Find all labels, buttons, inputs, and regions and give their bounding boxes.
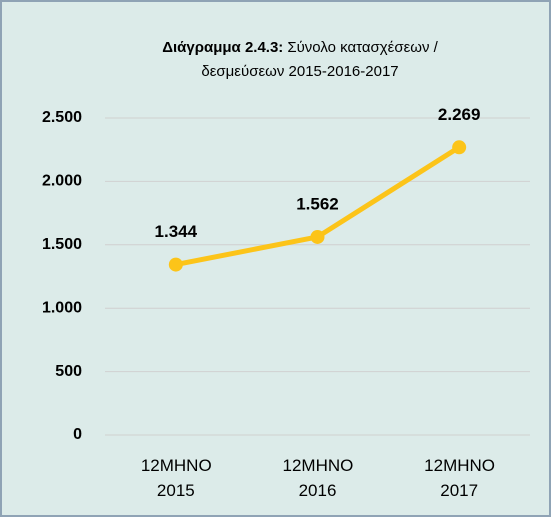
x-tick-label-box: 12MHNO 2016 <box>282 456 354 500</box>
data-label: 2.269 <box>438 105 481 124</box>
point <box>452 140 467 155</box>
y-tick-label: 2.000 <box>42 173 82 190</box>
title-line: Σύνολο κατασχέσεων / <box>287 39 438 56</box>
chart-title: δεσμεύσεων 2015-2016-2017 <box>201 63 398 80</box>
chart-title: Διάγραμμα 2.4.3: Σύνολο κατασχέσεων / <box>162 39 438 56</box>
y-tick-label: 1.000 <box>42 299 82 316</box>
data-label: 1.562 <box>296 194 339 213</box>
y-tick-label: 500 <box>55 363 82 380</box>
data-label: 1.344 <box>155 222 198 241</box>
x-tick-label-box: 12MHNO 2017 <box>424 456 496 500</box>
x-tick-label-box: 12MHNO 2015 <box>140 456 212 500</box>
point <box>168 257 183 272</box>
x-tick-label: 12MHNO 2017 <box>424 456 496 500</box>
title-prefix: Διάγραμμα 2.4.3: <box>162 39 283 56</box>
point <box>310 229 325 244</box>
y-tick-label: 1.500 <box>42 236 82 253</box>
x-tick-label: 12MHNO 2016 <box>282 456 354 500</box>
y-tick-label: 2.500 <box>42 109 82 126</box>
y-tick-label: 0 <box>73 426 82 443</box>
x-tick-label: 12MHNO 2015 <box>140 456 212 500</box>
